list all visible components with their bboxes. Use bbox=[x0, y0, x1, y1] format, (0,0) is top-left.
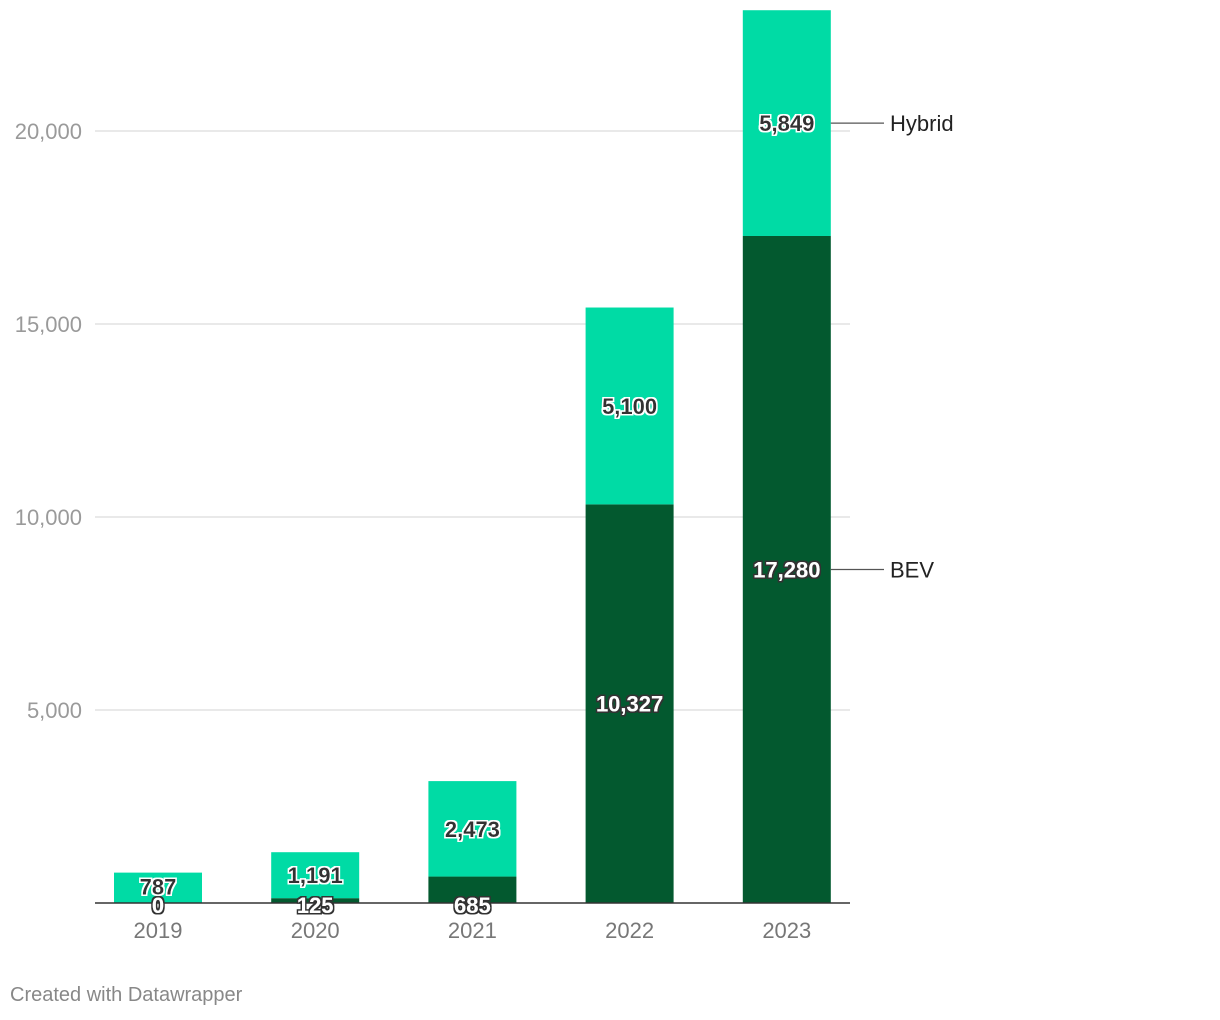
data-label-hybrid: 5,100 bbox=[602, 394, 657, 419]
y-tick-label: 20,000 bbox=[15, 119, 82, 144]
legend-label-bev: BEV bbox=[890, 557, 934, 582]
data-label-hybrid: 5,849 bbox=[759, 111, 814, 136]
y-tick-label: 5,000 bbox=[27, 698, 82, 723]
bar-hybrid-2019 bbox=[114, 872, 202, 903]
bar-hybrid-2023 bbox=[742, 10, 831, 236]
x-tick-label: 2022 bbox=[605, 918, 654, 943]
x-tick-label: 2020 bbox=[291, 918, 340, 943]
bar-hybrid-2022 bbox=[585, 307, 674, 505]
data-label-hybrid: 1,191 bbox=[288, 863, 343, 888]
data-label-bev: 17,280 bbox=[753, 557, 820, 582]
footer-credit: Created with Datawrapper bbox=[10, 984, 243, 1006]
bar-bev-2022 bbox=[585, 504, 674, 903]
bar-hybrid-2020 bbox=[271, 852, 360, 899]
x-tick-label: 2023 bbox=[762, 918, 811, 943]
data-label-bev: 0 bbox=[152, 893, 164, 918]
bar-hybrid-2021 bbox=[428, 781, 517, 877]
data-label-bev: 125 bbox=[297, 893, 334, 918]
bar-bev-2021 bbox=[428, 876, 517, 903]
stacked-bar-chart: 5,000 10,000 15,000 20,000 2019 2020 2021 2022… bbox=[15, 10, 954, 943]
bar-bev-2020 bbox=[271, 898, 360, 903]
data-label-bev: 10,327 bbox=[596, 692, 663, 717]
x-tick-label: 2019 bbox=[134, 918, 183, 943]
y-tick-label: 15,000 bbox=[15, 312, 82, 337]
legend-label-hybrid: Hybrid bbox=[890, 111, 954, 136]
data-label-hybrid: 787 bbox=[140, 875, 177, 900]
data-label-hybrid: 2,473 bbox=[445, 817, 500, 842]
x-tick-label: 2021 bbox=[448, 918, 497, 943]
bar-bev-2023 bbox=[742, 235, 831, 903]
data-label-bev: 685 bbox=[454, 893, 491, 918]
y-tick-label: 10,000 bbox=[15, 505, 82, 530]
